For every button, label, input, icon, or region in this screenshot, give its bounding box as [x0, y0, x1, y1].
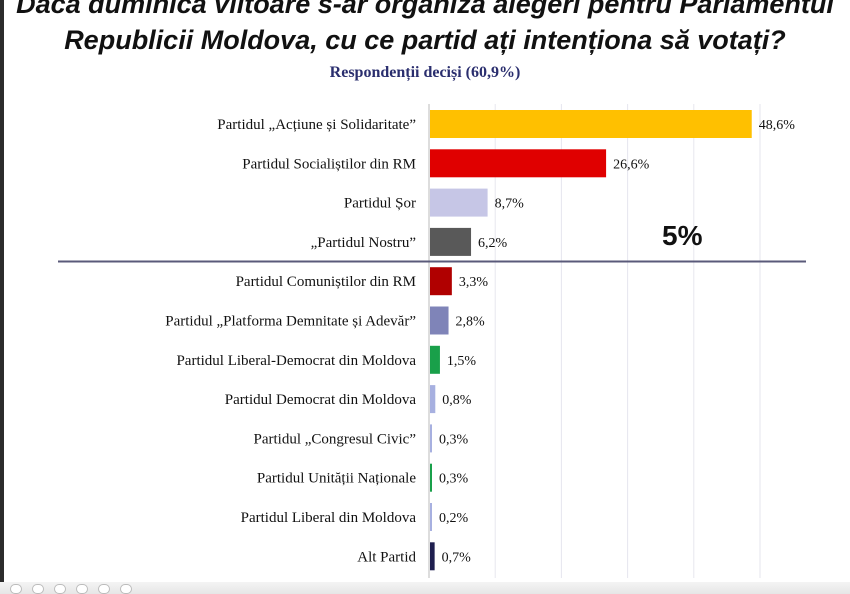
- bar: [430, 463, 432, 492]
- category-label: Partidul „Platforma Demnitate și Adevăr”: [165, 314, 416, 330]
- category-label: Partidul Socialiștilor din RM: [242, 156, 416, 172]
- bar: [430, 110, 752, 138]
- control-dot[interactable]: [10, 584, 22, 594]
- bar: [430, 267, 452, 296]
- category-label: „Partidul Nostru”: [311, 235, 416, 251]
- value-label: 0,3%: [439, 432, 469, 447]
- category-label: Partidul Comuniștilor din RM: [236, 274, 416, 290]
- category-label: Partidul Unității Naționale: [257, 471, 416, 487]
- bar: [430, 188, 488, 217]
- window-left-edge: [0, 0, 4, 594]
- bar: [430, 306, 449, 335]
- control-dot[interactable]: [54, 584, 66, 594]
- value-label: 0,8%: [442, 393, 472, 408]
- category-label: Partidul Liberal-Democrat din Moldova: [176, 353, 416, 369]
- chart-subtitle: Respondenții deciși (60,9%): [329, 64, 521, 81]
- control-dot[interactable]: [76, 584, 88, 594]
- bar: [430, 227, 472, 256]
- value-label: 0,7%: [442, 550, 472, 565]
- chart-title: Dacă duminica viitoare s-ar organiza ale…: [0, 0, 850, 58]
- category-label: Partidul „Congresul Civic”: [254, 431, 416, 447]
- chart-title-line-1: Dacă duminica viitoare s-ar organiza ale…: [16, 0, 834, 19]
- category-label: Alt Partid: [357, 549, 416, 565]
- category-label: Partidul „Acțiune și Solidaritate”: [217, 117, 416, 133]
- bar: [430, 385, 436, 414]
- bar: [430, 542, 435, 571]
- value-label: 6,2%: [478, 236, 508, 251]
- bar: [430, 345, 440, 374]
- value-label: 8,7%: [495, 197, 525, 212]
- bar: [430, 503, 432, 531]
- value-label: 3,3%: [459, 275, 489, 290]
- chart-title-line-2: Republicii Moldova, cu ce partid ați int…: [64, 25, 786, 55]
- control-dot[interactable]: [120, 584, 132, 594]
- bar: [430, 424, 432, 453]
- value-label: 1,5%: [447, 354, 477, 369]
- value-label: 0,3%: [439, 472, 469, 487]
- bar: [430, 149, 607, 178]
- category-label: Partidul Liberal din Moldova: [241, 510, 417, 526]
- value-label: 26,6%: [613, 157, 650, 172]
- control-dot[interactable]: [32, 584, 44, 594]
- value-label: 0,2%: [439, 511, 469, 526]
- value-label: 48,6%: [759, 118, 796, 133]
- control-dot[interactable]: [98, 584, 110, 594]
- category-label: Partidul Democrat din Moldova: [225, 392, 417, 408]
- category-label: Partidul Șor: [344, 196, 416, 212]
- video-controls-strip: [0, 582, 850, 594]
- value-label: 2,8%: [456, 315, 486, 330]
- threshold-label: 5%: [662, 220, 703, 251]
